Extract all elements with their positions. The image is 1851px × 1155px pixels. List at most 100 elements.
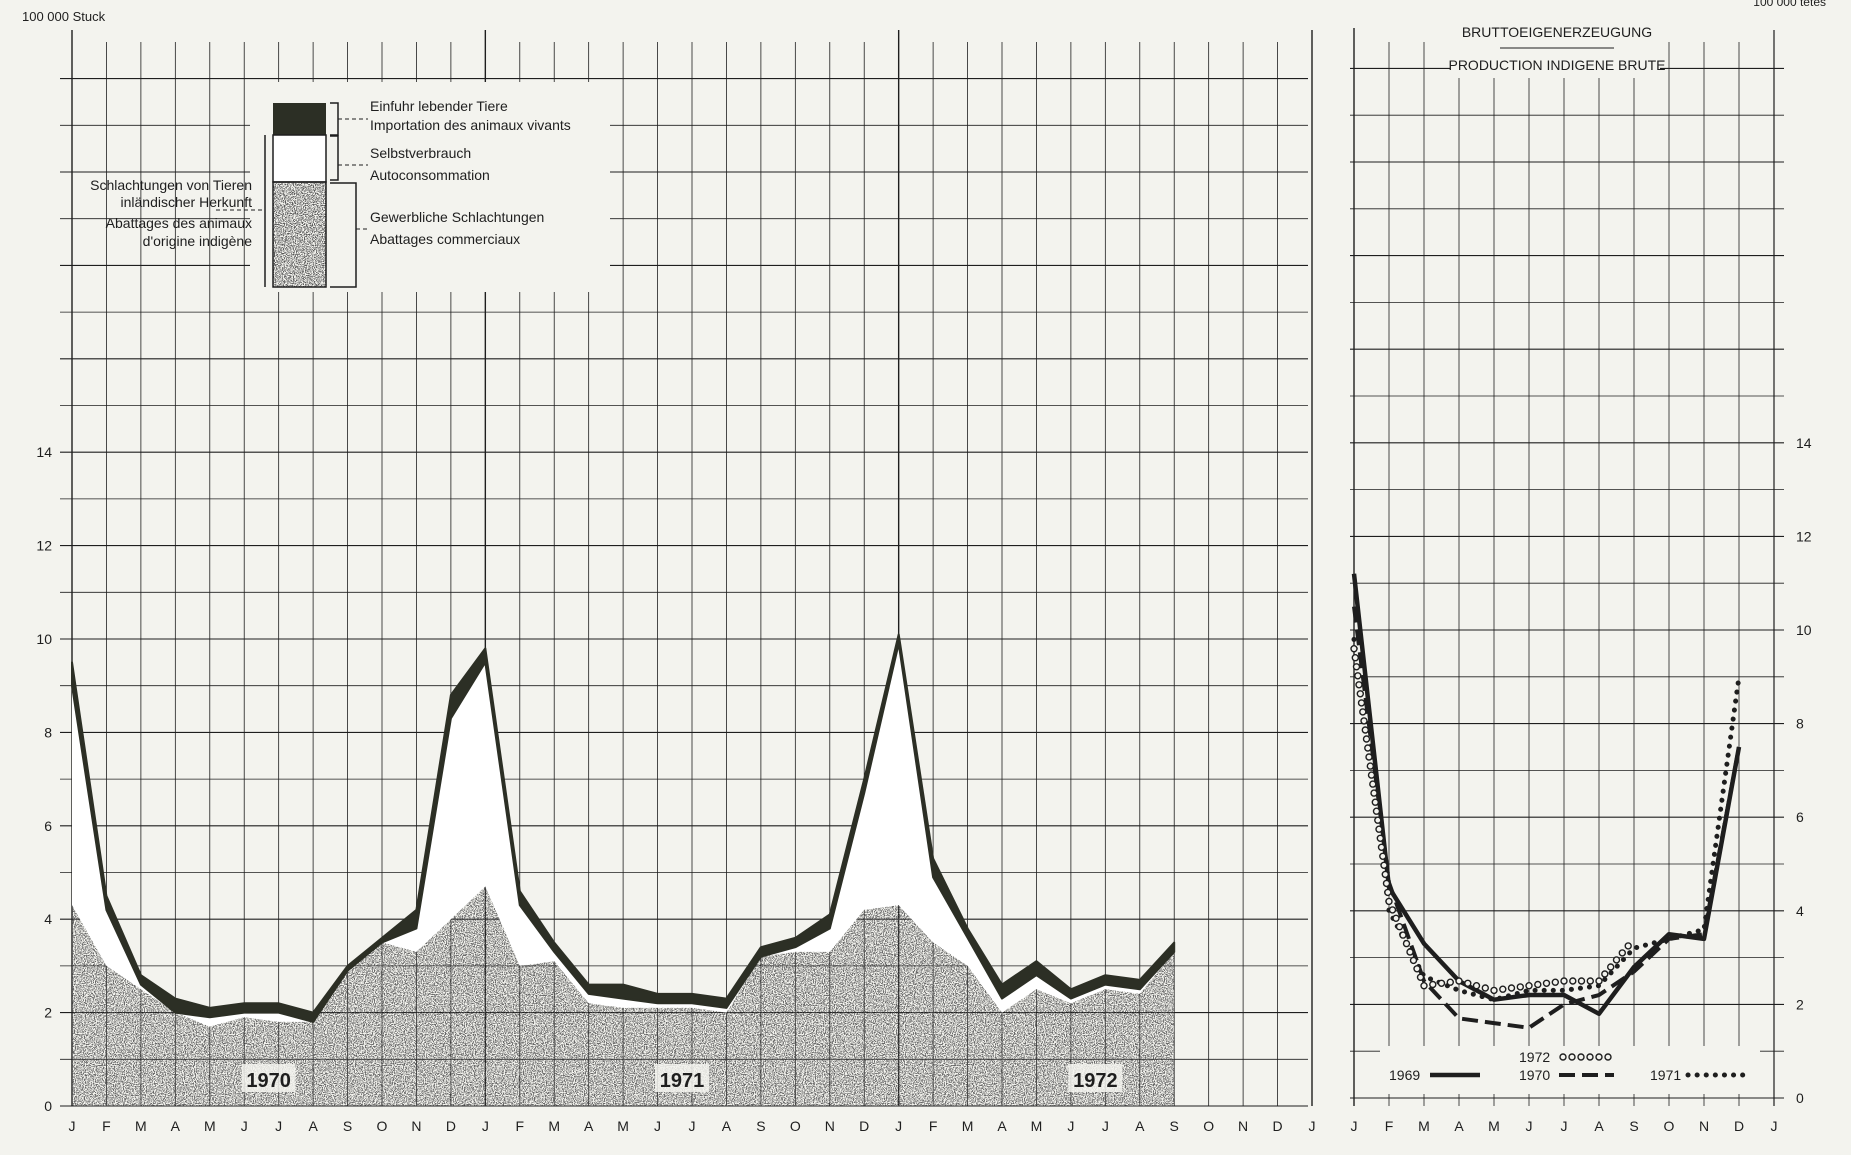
left-month-label: J	[1309, 1118, 1316, 1134]
line-1972-marker	[1569, 977, 1577, 985]
right-chart-legend: 1969 1970 1971 1972	[1380, 1046, 1760, 1094]
legend-self-de: Selbstverbrauch	[370, 145, 471, 161]
left-chart-areas	[71, 633, 1176, 1106]
line-1972-marker	[1385, 897, 1393, 906]
line-1972-marker	[1437, 979, 1446, 987]
year-label-background	[1068, 1064, 1123, 1092]
left-unit-label: 100 000 Stuck	[22, 9, 106, 24]
line-1972-marker	[1416, 973, 1425, 981]
line-1972-marker	[1595, 977, 1603, 985]
left-month-label: O	[377, 1118, 388, 1134]
right-month-label: A	[1454, 1118, 1464, 1134]
line-1972-marker	[1399, 931, 1407, 939]
left-month-label: J	[895, 1118, 902, 1134]
left-month-label: D	[859, 1118, 869, 1134]
legend-label-1969: 1969	[1389, 1067, 1420, 1083]
legend-swatch-1972-marker	[1604, 1053, 1612, 1061]
left-month-label: M	[617, 1118, 629, 1134]
line-1972-marker	[1490, 986, 1498, 995]
left-month-label: O	[790, 1118, 801, 1134]
right-y-tick-label: 2	[1796, 996, 1804, 1012]
line-1972-marker	[1371, 798, 1380, 806]
left-month-label: F	[102, 1118, 111, 1134]
line-1972-marker	[1455, 977, 1463, 985]
line-1972-marker	[1388, 906, 1397, 914]
line-1972-marker	[1379, 852, 1387, 860]
left-month-label: A	[584, 1118, 594, 1134]
right-month-label: J	[1526, 1118, 1533, 1134]
line-1972-marker	[1618, 949, 1627, 957]
left-month-label: J	[275, 1118, 282, 1134]
line-1972-marker	[1369, 780, 1377, 788]
left-month-label: D	[446, 1118, 456, 1134]
legend-panel: Einfuhr lebender Tiere Importation des a…	[90, 82, 610, 292]
line-1972-marker	[1354, 672, 1362, 680]
line-1972-marker	[1606, 963, 1615, 971]
legend-bracket-self	[330, 135, 339, 181]
right-month-label: A	[1594, 1118, 1604, 1134]
right-month-label: M	[1418, 1118, 1430, 1134]
legend-domestic-line1: Schlachtungen von Tieren	[90, 177, 252, 193]
left-month-label: S	[756, 1118, 765, 1134]
left-month-label: S	[1170, 1118, 1179, 1134]
left-month-label: M	[548, 1118, 560, 1134]
legend-bracket-commercial	[330, 182, 357, 288]
line-1972-marker	[1395, 923, 1404, 931]
legend-swatch-1972-marker	[1577, 1053, 1585, 1061]
right-chart-axis: 0 2 4 6 8 10 12 14 J F M A M J J A S O N D J	[1351, 435, 1812, 1134]
line-1972-marker	[1384, 888, 1392, 897]
legend-swatch-1972-marker	[1568, 1053, 1576, 1061]
left-month-label: J	[1067, 1118, 1074, 1134]
line-1972-marker	[1402, 939, 1411, 948]
line-1972-marker	[1359, 708, 1367, 716]
left-y-tick-label: 8	[44, 724, 52, 740]
line-1972-marker	[1351, 654, 1360, 662]
left-y-tick-label: 12	[36, 538, 52, 554]
line-1972-marker	[1374, 816, 1382, 824]
line-1972-marker	[1413, 965, 1421, 973]
right-legend-background	[1380, 1046, 1760, 1094]
line-1972-marker	[1464, 979, 1472, 987]
left-month-label: O	[1203, 1118, 1214, 1134]
year-label: 1970	[246, 1070, 291, 1092]
line-1972-marker	[1360, 717, 1368, 725]
legend-domestic-line2: inländischer Herkunft	[120, 194, 252, 210]
left-month-label: F	[929, 1118, 938, 1134]
legend-import-de: Einfuhr lebender Tiere	[370, 98, 508, 114]
right-title-fr: PRODUCTION INDIGENE BRUTE	[1448, 57, 1665, 73]
right-chart-grid	[1350, 28, 1784, 1106]
left-month-label: M	[135, 1118, 147, 1134]
left-month-label: A	[308, 1118, 318, 1134]
left-y-tick-label: 6	[44, 818, 52, 834]
line-1972-marker	[1406, 948, 1414, 956]
legend-swatch-1972-marker	[1559, 1053, 1567, 1061]
line-1972-marker	[1376, 834, 1385, 842]
line-1972-marker	[1499, 985, 1507, 993]
left-month-label: J	[69, 1118, 76, 1134]
line-1972-marker	[1516, 983, 1525, 991]
left-y-tick-label: 4	[44, 911, 52, 927]
line-1972-marker	[1356, 690, 1365, 698]
line-1972-marker	[1551, 978, 1560, 986]
left-month-label: N	[1238, 1118, 1248, 1134]
legend-commercial-de: Gewerbliche Schlachtungen	[370, 209, 544, 225]
left-month-label: N	[825, 1118, 835, 1134]
legend-label-1971: 1971	[1650, 1067, 1681, 1083]
right-y-tick-label: 10	[1796, 622, 1812, 638]
legend-bar-commercial-outline	[272, 181, 327, 288]
right-month-label: S	[1629, 1118, 1638, 1134]
left-month-label: J	[689, 1118, 696, 1134]
right-y-tick-label: 0	[1796, 1090, 1804, 1106]
line-1972-marker	[1370, 789, 1378, 797]
left-month-label: M	[1031, 1118, 1043, 1134]
line-1972-marker	[1377, 843, 1386, 851]
line-1972-marker	[1525, 982, 1533, 990]
legend-self-fr: Autoconsommation	[370, 167, 490, 183]
line-1972-marker	[1375, 825, 1383, 833]
line-1972-marker	[1350, 645, 1358, 653]
line-1972-marker	[1420, 982, 1428, 990]
line-1972-marker	[1381, 870, 1390, 879]
year-label-background	[241, 1064, 296, 1092]
left-month-label: A	[722, 1118, 732, 1134]
line-1972-marker	[1357, 699, 1366, 707]
